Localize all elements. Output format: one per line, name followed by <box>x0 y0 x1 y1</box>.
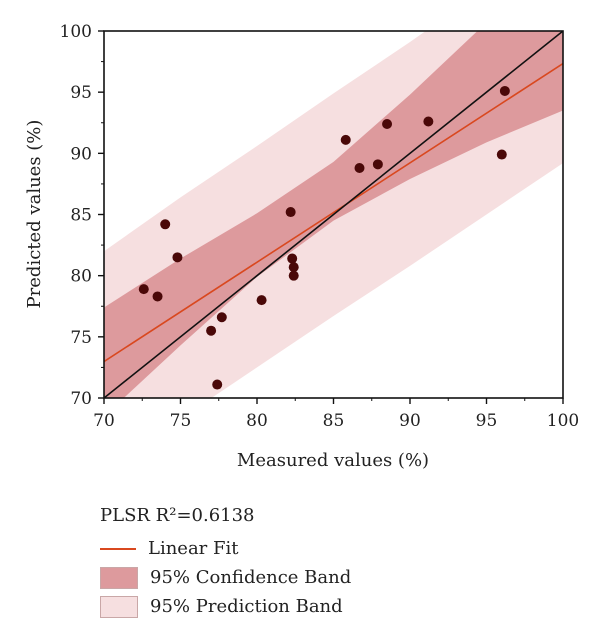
y-tick-label-80: 80 <box>70 267 92 287</box>
linear-fit-line <box>104 62 563 363</box>
y-tick-label-90: 90 <box>70 144 92 164</box>
data-point-14 <box>354 163 365 174</box>
x-tick-label-75: 75 <box>170 411 192 431</box>
y-tick-label-95: 95 <box>70 83 92 103</box>
x-tick-label-95: 95 <box>476 411 498 431</box>
data-point-19 <box>499 85 510 96</box>
x-tick-label-70: 70 <box>93 411 115 431</box>
legend-item-prediction-band: 95% Prediction Band <box>100 592 520 621</box>
data-point-18 <box>496 149 507 160</box>
data-points <box>138 85 510 390</box>
legend-label: Linear Fit <box>148 538 239 559</box>
axis-ticks: 70 75 80 85 90 95 100 70 75 80 85 90 95 100 <box>60 22 580 431</box>
x-tick-label-100: 100 <box>547 411 579 431</box>
x-axis-title: Measured values (%) <box>237 450 429 471</box>
x-tick-label-85: 85 <box>323 411 345 431</box>
data-point-10 <box>287 253 298 264</box>
y-tick-label-85: 85 <box>70 206 92 226</box>
legend-swatch-line <box>100 547 136 550</box>
legend-label: 95% Confidence Band <box>150 567 352 588</box>
data-point-5 <box>206 325 217 336</box>
y-tick-label-100: 100 <box>60 22 92 42</box>
x-tick-label-80: 80 <box>246 411 268 431</box>
data-point-8 <box>256 295 267 306</box>
legend-label: 95% Prediction Band <box>150 596 343 617</box>
legend-item-confidence-band: 95% Confidence Band <box>100 563 520 592</box>
legend-swatch-prediction <box>100 595 138 618</box>
legend-swatch-confidence <box>100 566 138 589</box>
legend-item-linear-fit: Linear Fit <box>100 534 520 563</box>
legend: PLSR R²=0.6138 Linear Fit 95% Confidence… <box>100 505 520 621</box>
data-point-16 <box>382 118 393 129</box>
y-axis-title: Predicted values (%) <box>24 120 45 309</box>
legend-title: PLSR R²=0.6138 <box>100 505 255 526</box>
data-point-3 <box>160 219 171 230</box>
data-point-7 <box>216 312 227 323</box>
data-point-12 <box>288 270 299 281</box>
data-point-4 <box>172 252 183 263</box>
data-point-11 <box>288 262 299 273</box>
chart: 70 75 80 85 90 95 100 70 75 80 85 90 95 100 Measured … <box>24 22 580 471</box>
x-tick-label-90: 90 <box>399 411 421 431</box>
data-point-9 <box>285 207 296 218</box>
data-point-17 <box>423 116 434 127</box>
data-point-1 <box>138 284 149 295</box>
data-point-2 <box>152 291 163 302</box>
data-point-15 <box>372 159 383 170</box>
identity-line <box>104 31 563 398</box>
y-tick-label-75: 75 <box>70 328 92 348</box>
data-point-6 <box>212 379 223 390</box>
data-point-13 <box>340 134 351 145</box>
y-tick-label-70: 70 <box>70 389 92 409</box>
